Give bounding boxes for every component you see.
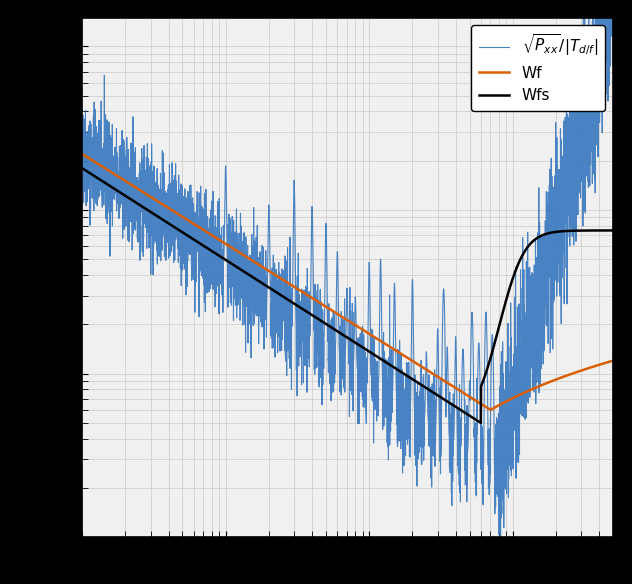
$\sqrt{P_{xx}}/|T_{d/f}|$ — [397, 389, 404, 396]
$\sqrt{P_{xx}}/|T_{d/f}|$ — [497, 538, 504, 545]
Wf — [475, 399, 482, 406]
Wf — [487, 406, 494, 413]
$\sqrt{P_{xx}}/|T_{d/f}|$ — [175, 209, 183, 216]
Wfs — [475, 418, 482, 425]
$\sqrt{P_{xx}}/|T_{d/f}|$ — [281, 265, 289, 272]
Wfs — [175, 226, 183, 233]
Wf — [515, 392, 523, 399]
Wf — [175, 211, 183, 218]
Legend: $\sqrt{P_{xx}}/|T_{d/f}|$, Wf, Wfs: $\sqrt{P_{xx}}/|T_{d/f}|$, Wf, Wfs — [471, 25, 605, 111]
Wfs — [78, 165, 86, 172]
$\sqrt{P_{xx}}/|T_{d/f}|$ — [609, 26, 617, 33]
Wfs — [515, 259, 523, 266]
Wf — [281, 277, 289, 284]
Wfs — [281, 294, 289, 301]
Wfs — [477, 419, 485, 426]
Wfs — [397, 368, 404, 375]
Wf — [78, 151, 86, 158]
Wf — [423, 367, 431, 374]
$\sqrt{P_{xx}}/|T_{d/f}|$ — [515, 366, 523, 373]
Wf — [609, 357, 617, 364]
Wfs — [609, 227, 617, 234]
$\sqrt{P_{xx}}/|T_{d/f}|$ — [475, 347, 482, 354]
$\sqrt{P_{xx}}/|T_{d/f}|$ — [78, 138, 86, 145]
Line: Wfs: Wfs — [82, 168, 613, 423]
$\sqrt{P_{xx}}/|T_{d/f}|$ — [423, 391, 431, 398]
Wf — [397, 350, 404, 357]
Wfs — [423, 385, 431, 392]
Line: Wf: Wf — [82, 154, 613, 410]
Line: $\sqrt{P_{xx}}/|T_{d/f}|$: $\sqrt{P_{xx}}/|T_{d/f}|$ — [82, 0, 613, 542]
